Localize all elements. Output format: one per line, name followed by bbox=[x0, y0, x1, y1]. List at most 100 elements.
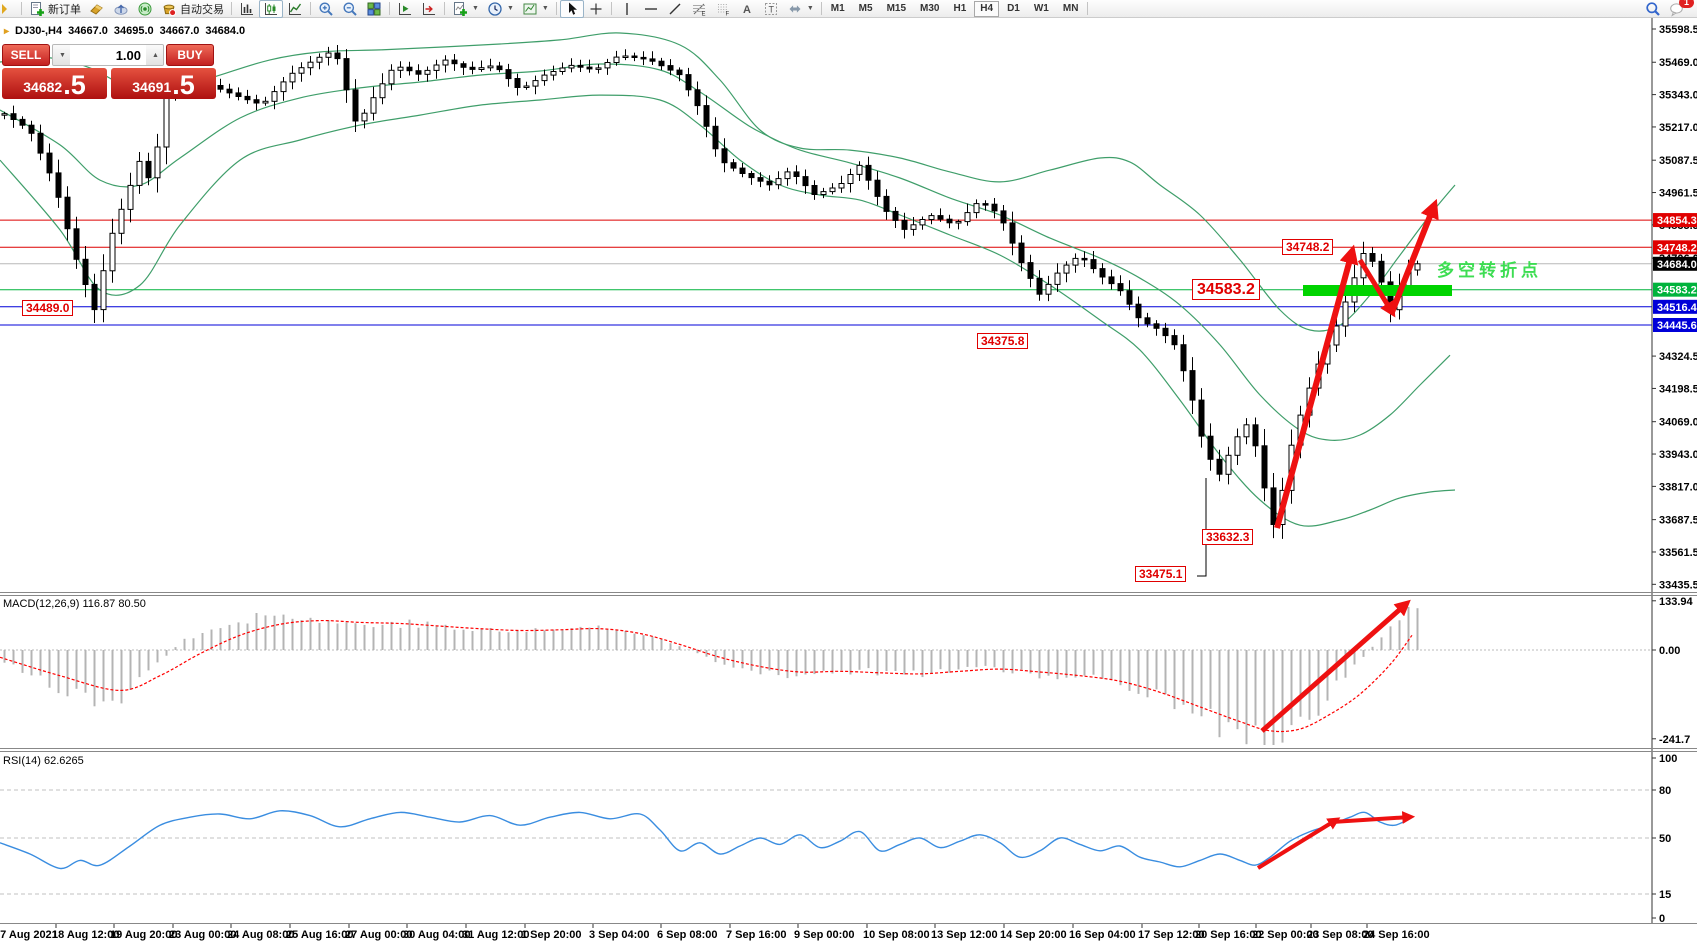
svg-text:15: 15 bbox=[1659, 889, 1671, 901]
timeframe-M1[interactable]: M1 bbox=[830, 2, 845, 14]
cursor-icon bbox=[564, 1, 580, 17]
label-tool-button[interactable]: T bbox=[759, 0, 783, 18]
price-callout-label: 33475.1 bbox=[1135, 566, 1187, 582]
tile-windows-icon bbox=[366, 1, 382, 17]
buy-price-box[interactable]: 34691 .5 bbox=[111, 68, 216, 99]
svg-text:33817.0: 33817.0 bbox=[1659, 481, 1697, 493]
toolbar-separator bbox=[555, 2, 557, 15]
top-toolbar: 新订单 自动交易 ▼ ▼ ▼ E F A T ▼ M1 M5 M15 M30 H1 H4 D… bbox=[0, 0, 1697, 18]
bar-chart-button[interactable] bbox=[235, 0, 259, 18]
macd-indicator-label: MACD(12,26,9) 116.87 80.50 bbox=[3, 598, 146, 610]
volume-decrease-button[interactable]: ▼ bbox=[53, 45, 70, 65]
vertical-line-tool-button[interactable] bbox=[615, 0, 639, 18]
price-axis[interactable]: 35598.5 35469.0 35343.0 35217.0 35087.5 34961… bbox=[1651, 18, 1697, 924]
shapes-icon bbox=[787, 1, 803, 17]
trendline-icon bbox=[667, 1, 683, 17]
dropdown-arrow-icon: ▼ bbox=[472, 5, 479, 12]
new-order-button[interactable]: 新订单 bbox=[25, 0, 85, 18]
svg-text:35217.0: 35217.0 bbox=[1659, 122, 1697, 134]
timeframe-H4[interactable]: H4 bbox=[974, 0, 1000, 17]
svg-text:-241.7: -241.7 bbox=[1659, 734, 1690, 746]
notifications-button[interactable]: 1 bbox=[1665, 0, 1694, 18]
zoom-in-button[interactable] bbox=[314, 0, 338, 18]
callout-connector-line bbox=[1197, 478, 1207, 577]
crosshair-icon bbox=[588, 1, 604, 17]
svg-text:34748.2: 34748.2 bbox=[1657, 242, 1697, 254]
svg-text:35343.0: 35343.0 bbox=[1659, 90, 1697, 102]
buy-price-fraction: .5 bbox=[172, 70, 195, 100]
notification-badge: 1 bbox=[1679, 0, 1694, 8]
svg-text:80: 80 bbox=[1659, 785, 1671, 797]
eraser-button[interactable] bbox=[85, 0, 109, 18]
toolbar-separator bbox=[820, 2, 822, 15]
template-button[interactable]: ▼ bbox=[518, 0, 553, 18]
new-order-label: 新订单 bbox=[48, 3, 81, 16]
vertical-line-icon bbox=[619, 1, 635, 17]
buy-button[interactable]: BUY bbox=[166, 44, 214, 66]
volume-increase-button[interactable]: ▲ bbox=[146, 45, 163, 65]
andrews-tool-button[interactable]: F bbox=[711, 0, 735, 18]
period-button[interactable]: ▼ bbox=[483, 0, 518, 18]
timeframe-buttons: M1 M5 M15 M30 H1 H4 D1 W1 MN bbox=[825, 0, 1085, 17]
toolbar-separator bbox=[1087, 2, 1089, 15]
tile-windows-button[interactable] bbox=[362, 0, 386, 18]
add-indicator-icon bbox=[452, 1, 468, 17]
signal-icon bbox=[137, 1, 153, 17]
chart-symbol-header: ▸ DJ30-,H4 34667.0 34695.0 34667.0 34684… bbox=[4, 25, 245, 37]
svg-text:33435.5: 33435.5 bbox=[1659, 579, 1697, 591]
svg-text:19 Aug 20:00: 19 Aug 20:00 bbox=[110, 929, 177, 941]
timeframe-H1[interactable]: H1 bbox=[953, 2, 967, 14]
search-button[interactable] bbox=[1641, 0, 1665, 18]
shapes-tool-button[interactable]: ▼ bbox=[783, 0, 818, 18]
timeframe-W1[interactable]: W1 bbox=[1033, 2, 1049, 14]
timeframe-M30[interactable]: M30 bbox=[920, 2, 940, 14]
svg-text:33687.5: 33687.5 bbox=[1659, 515, 1697, 527]
rsi-indicator-label: RSI(14) 62.6265 bbox=[3, 755, 84, 767]
sell-price-fraction: .5 bbox=[63, 70, 86, 100]
svg-text:34516.4: 34516.4 bbox=[1657, 302, 1697, 314]
svg-text:23 Sep 08:00: 23 Sep 08:00 bbox=[1307, 929, 1374, 941]
trendline-tool-button[interactable] bbox=[663, 0, 687, 18]
svg-text:34445.6: 34445.6 bbox=[1657, 320, 1697, 332]
autotrading-button[interactable]: 自动交易 bbox=[157, 0, 228, 18]
candlestick-chart-button[interactable] bbox=[259, 0, 283, 18]
svg-text:35598.5: 35598.5 bbox=[1659, 24, 1697, 36]
timeframe-MN[interactable]: MN bbox=[1062, 2, 1079, 14]
add-indicator-button[interactable]: ▼ bbox=[448, 0, 483, 18]
svg-text:35087.5: 35087.5 bbox=[1659, 155, 1697, 167]
fibonacci-icon: E bbox=[691, 1, 707, 17]
zoom-out-button[interactable] bbox=[338, 0, 362, 18]
text-tool-button[interactable]: A bbox=[735, 0, 759, 18]
crosshair-tool-button[interactable] bbox=[584, 0, 608, 18]
svg-text:33561.5: 33561.5 bbox=[1659, 547, 1697, 559]
sell-price-box[interactable]: 34682 .5 bbox=[2, 68, 107, 99]
sell-button[interactable]: SELL bbox=[2, 44, 50, 66]
svg-text:17 Aug 2021: 17 Aug 2021 bbox=[0, 929, 58, 941]
volume-input[interactable] bbox=[70, 45, 146, 65]
timeframe-D1[interactable]: D1 bbox=[1007, 2, 1020, 14]
zoom-out-icon bbox=[342, 1, 358, 17]
chart-icon: ▸ bbox=[4, 25, 10, 37]
fibonacci-tool-button[interactable]: E bbox=[687, 0, 711, 18]
macd-pane: 133.94 0.00 -241.7 bbox=[0, 596, 1694, 746]
svg-text:24 Aug 08:00: 24 Aug 08:00 bbox=[227, 929, 294, 941]
svg-text:A: A bbox=[743, 4, 751, 16]
toolbar-separator bbox=[21, 2, 22, 15]
auto-scroll-button[interactable] bbox=[393, 0, 417, 18]
horizontal-line-tool-button[interactable] bbox=[639, 0, 663, 18]
pane-separators[interactable] bbox=[0, 592, 1697, 924]
svg-text:24 Sep 16:00: 24 Sep 16:00 bbox=[1363, 929, 1430, 941]
clock-icon bbox=[487, 1, 503, 17]
timeframe-M5[interactable]: M5 bbox=[858, 2, 873, 14]
svg-text:20 Sep 16:00: 20 Sep 16:00 bbox=[1195, 929, 1262, 941]
timeframe-M15[interactable]: M15 bbox=[886, 2, 907, 14]
price-callout-label: 34583.2 bbox=[1192, 279, 1260, 300]
signals-button[interactable] bbox=[133, 0, 157, 18]
price-callout-label: 34375.8 bbox=[977, 333, 1029, 349]
line-chart-button[interactable] bbox=[283, 0, 307, 18]
upload-chart-button[interactable] bbox=[109, 0, 133, 18]
cursor-tool-button[interactable] bbox=[559, 0, 584, 18]
chart-shift-button[interactable] bbox=[417, 0, 441, 18]
